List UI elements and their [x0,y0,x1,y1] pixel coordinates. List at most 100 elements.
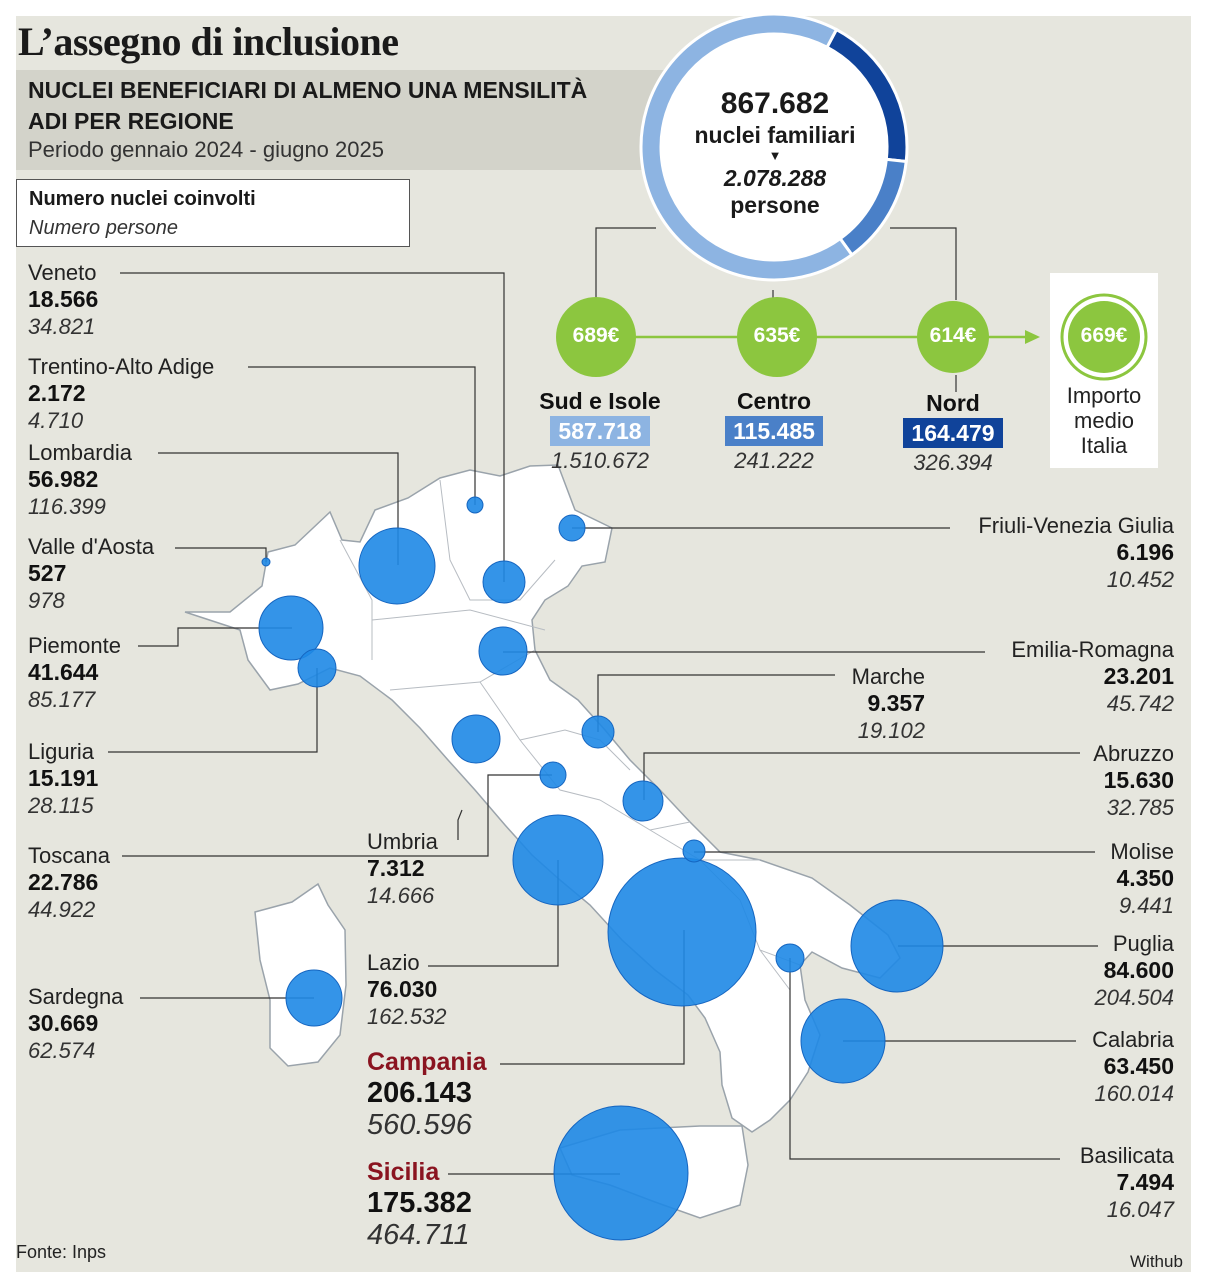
region-name: Sicilia [367,1158,440,1186]
italy-average-amount: 669€ [1080,324,1128,347]
bubble-emilia-romagna [478,626,528,676]
region-persons: 4.710 [28,408,84,433]
region-persons: 44.922 [28,897,96,922]
region-families: 7.312 [367,855,425,881]
region-families: 18.566 [28,286,99,312]
region-persons: 19.102 [857,718,925,743]
region-calabria: Calabria 63.450 160.014 [1092,1027,1174,1107]
region-families: 206.143 [367,1077,472,1109]
italy-average-box: 669€ Importo medio Italia [1050,273,1158,468]
bubble-liguria [297,648,337,688]
donut-center [661,33,887,260]
region-persons: 204.504 [1094,985,1174,1010]
region-families: 63.450 [1103,1053,1174,1079]
bubble-lombardia [358,527,436,605]
region-persons: 45.742 [1106,691,1174,716]
donut-center-text: 867.682 nuclei familiari ▼ 2.078.288 per… [660,86,890,218]
area-centro: Centro 115.485 241.222 [684,386,864,476]
italy-average-label: Importo medio Italia [1066,383,1142,458]
region-persons: 85.177 [28,687,96,712]
total-families: 867.682 [720,87,830,120]
region-persons: 16.047 [1106,1197,1174,1222]
total-persons: 2.078.288 [723,165,827,191]
bubble-abruzzo [622,780,664,822]
region-name: Toscana [28,843,110,868]
region-persons: 34.821 [28,314,96,339]
region-name: Trentino-Alto Adige [28,354,215,379]
region-liguria: Liguria 15.191 28.115 [28,739,98,819]
region-families: 175.382 [367,1187,472,1219]
region-name: Molise [1110,839,1174,864]
total-families-label: nuclei familiari [694,122,856,148]
chevron-down-icon: ▼ [768,148,782,163]
legend-box: Numero nuclei coinvolti Numero persone [16,179,410,247]
region-toscana: Toscana 22.786 44.922 [28,843,110,923]
legend-persons-label: Numero persone [29,217,178,239]
region-lazio: Lazio 76.030 162.532 [367,950,447,1030]
region-name: Campania [367,1048,487,1076]
subtitle-band [16,70,676,170]
region-persons: 160.014 [1094,1081,1174,1106]
region-families: 6.196 [1116,539,1174,565]
region-name: Valle d'Aosta [28,534,155,559]
average-circle-svg [1060,293,1148,381]
region-families: 76.030 [367,976,438,1002]
area-persons: 1.510.672 [551,448,649,473]
amount-circles [556,297,989,377]
region-families: 56.982 [28,466,99,492]
region-persons: 32.785 [1106,795,1174,820]
region-persons: 560.596 [367,1109,472,1141]
region-name: Abruzzo [1093,741,1174,766]
region-families: 4.350 [1116,865,1174,891]
region-sicilia: Sicilia 175.382 464.711 [367,1157,472,1251]
period-label: Periodo gennaio 2024 - giugno 2025 [28,137,384,162]
region-name: Lazio [367,950,420,975]
amount-axis-arrow [1025,330,1040,344]
bubble-trentino-alto-adige [466,496,484,514]
region-trentino-alto-adige: Trentino-Alto Adige 2.172 4.710 [28,354,214,434]
region-abruzzo: Abruzzo 15.630 32.785 [1093,741,1174,821]
region-piemonte: Piemonte 41.644 85.177 [28,633,121,713]
region-families: 30.669 [28,1010,99,1036]
amount-circle-sud [556,297,636,377]
region-emilia-romagna: Emilia-Romagna 23.201 45.742 [1011,637,1174,717]
bubble-calabria [800,998,886,1084]
region-persons: 62.574 [28,1038,96,1063]
area-sud-e-isole: Sud e Isole 587.718 1.510.672 [510,386,690,476]
page-subtitle: NUCLEI BENEFICIARI DI ALMENO UNA MENSILI… [28,77,588,134]
region-families: 9.357 [867,690,925,716]
amount-circle-centro [737,297,817,377]
area-families: 164.479 [903,418,1003,448]
region-families: 7.494 [1116,1169,1174,1195]
area-nord: Nord 164.479 326.394 [863,388,1043,478]
region-families: 527 [28,560,67,586]
region-name: Emilia-Romagna [1011,637,1174,662]
region-basilicata: Basilicata 7.494 16.047 [1080,1143,1174,1223]
page-title: L’assegno di inclusione [18,19,399,64]
bubble-marche [581,715,615,749]
region-friuli-venezia-giulia: Friuli-Venezia Giulia 6.196 10.452 [978,513,1174,593]
bubble-sicilia [553,1105,689,1241]
bubble-valle-d-aosta [261,557,271,567]
area-name: Centro [736,388,812,414]
area-persons: 326.394 [913,450,993,475]
region-persons: 28.115 [28,793,94,818]
area-name: Nord [926,390,980,416]
credit-note: Withub [1130,1252,1183,1271]
source-note: Fonte: Inps [16,1242,107,1262]
region-veneto: Veneto 18.566 34.821 [28,260,98,340]
bubble-piemonte [258,595,324,661]
bubble-umbria [539,761,567,789]
bubble-puglia [850,899,944,993]
region-name: Liguria [28,739,95,764]
region-name: Friuli-Venezia Giulia [978,513,1174,538]
donut-chart [639,12,909,282]
amount-circle-nord [917,301,989,373]
region-persons: 116.399 [28,494,106,519]
region-persons: 10.452 [1106,567,1174,592]
region-name: Piemonte [28,633,121,658]
region-molise: Molise 4.350 9.441 [1110,839,1174,919]
bubble-basilicata [775,943,805,973]
region-name: Lombardia [28,440,132,465]
